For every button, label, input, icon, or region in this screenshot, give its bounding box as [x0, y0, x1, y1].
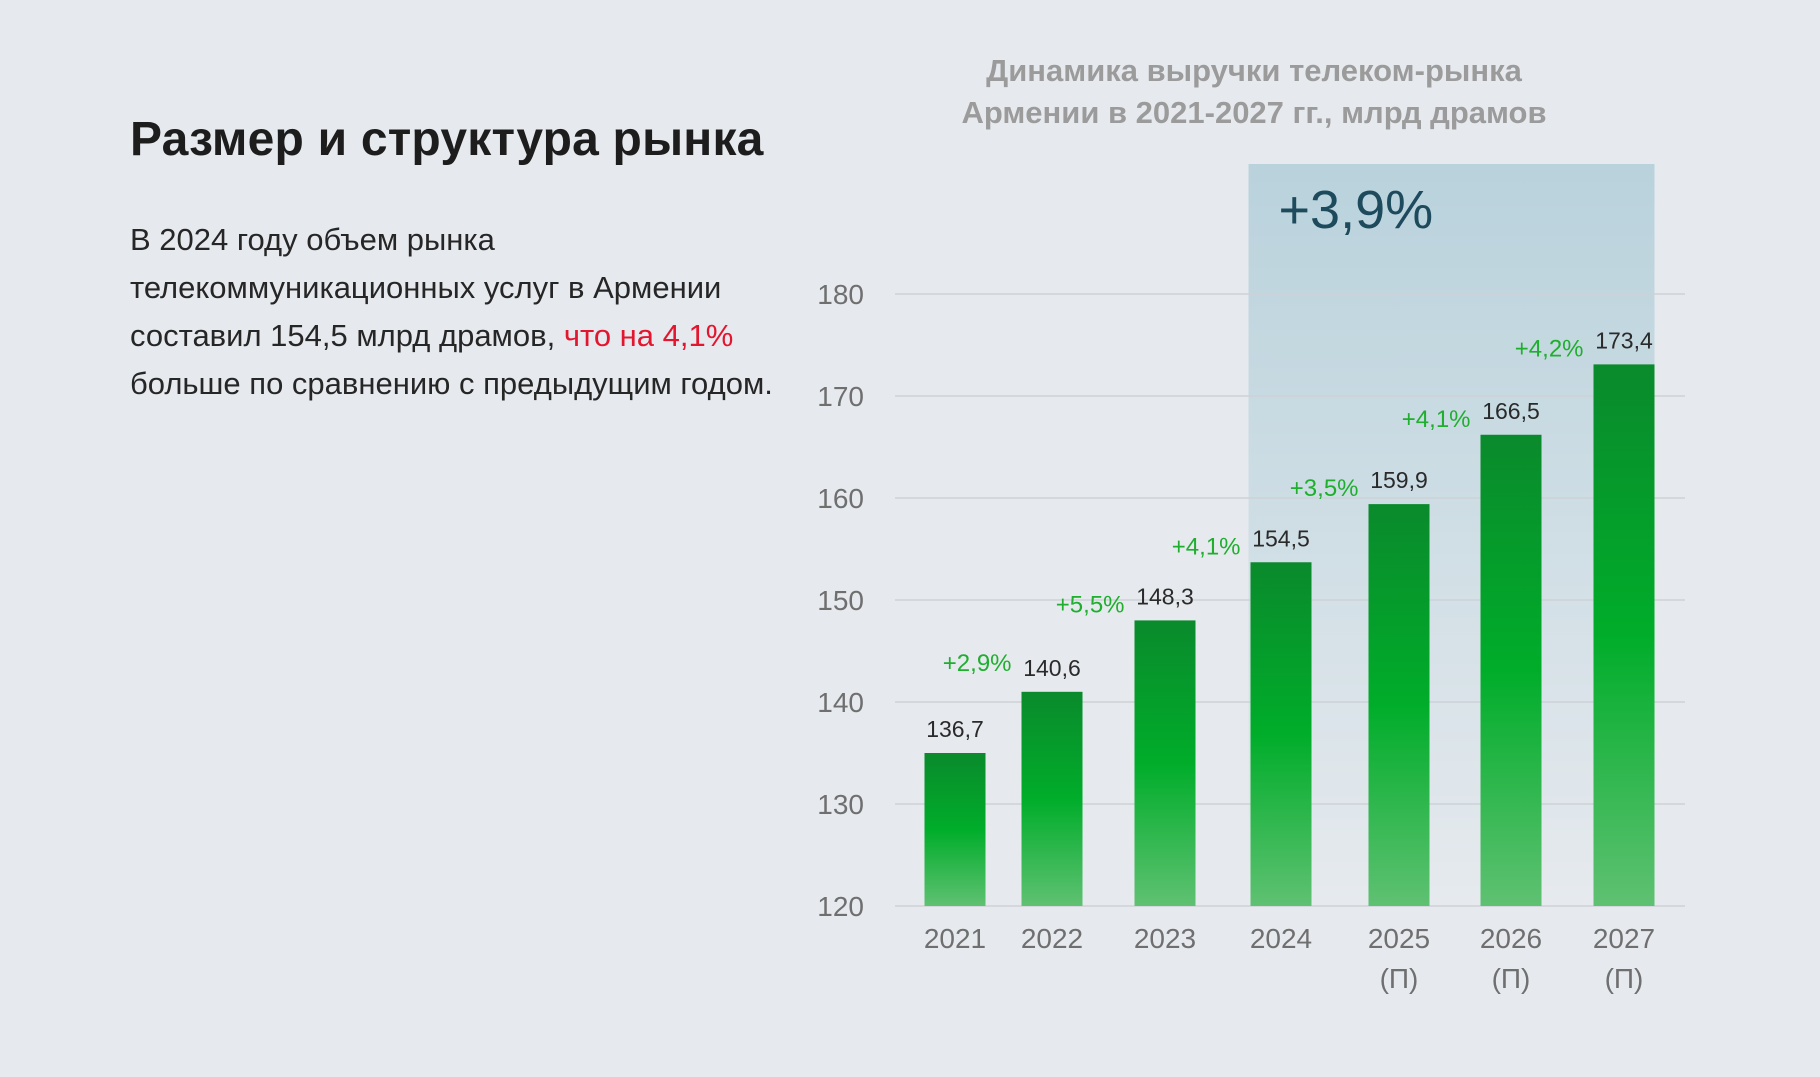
- description-highlight: что на 4,1%: [563, 318, 734, 353]
- value-label: 148,3: [1136, 583, 1194, 609]
- chart-title-line-1: Динамика выручки телеком-рынка: [986, 53, 1522, 88]
- y-tick-label: 120: [817, 891, 864, 922]
- x-category-label: 2022: [1021, 923, 1083, 954]
- description-text: В 2024 году объем рынка телекоммуникацио…: [130, 216, 790, 408]
- bar: [1593, 364, 1655, 906]
- x-category-label: (П): [1380, 963, 1419, 994]
- x-category-label: 2025: [1368, 923, 1430, 954]
- y-tick-label: 150: [817, 585, 864, 616]
- growth-label: +4,2%: [1515, 335, 1584, 362]
- description-text-end: больше по сравнению с предыдущим годом.: [130, 366, 773, 401]
- x-category-label: 2024: [1250, 923, 1312, 954]
- y-tick-label: 180: [817, 279, 864, 310]
- value-label: 154,5: [1252, 525, 1310, 551]
- value-label: 136,7: [926, 716, 984, 742]
- chart-title-line-2: Армении в 2021-2027 гг., млрд драмов: [961, 95, 1546, 130]
- y-tick-label: 140: [817, 687, 864, 718]
- value-label: 140,6: [1023, 655, 1081, 681]
- growth-label: +3,5%: [1290, 475, 1359, 502]
- x-category-label: (П): [1492, 963, 1531, 994]
- description-text-start: В 2024 году объем рынка телекоммуникацио…: [130, 222, 722, 353]
- bar: [1021, 691, 1083, 906]
- growth-label: +4,1%: [1172, 533, 1241, 560]
- x-category-label: (П): [1605, 963, 1644, 994]
- cagr-label: +3,9%: [1279, 180, 1434, 240]
- x-category-label: 2021: [924, 923, 986, 954]
- bar: [924, 753, 986, 906]
- bar: [1480, 434, 1542, 906]
- x-category-label: 2027: [1593, 923, 1655, 954]
- y-tick-label: 130: [817, 789, 864, 820]
- growth-label: +4,1%: [1402, 406, 1471, 433]
- y-tick-label: 160: [817, 483, 864, 514]
- bar: [1250, 562, 1312, 906]
- bar: [1368, 504, 1430, 906]
- value-label: 166,5: [1482, 398, 1540, 424]
- bar: [1134, 620, 1196, 906]
- growth-label: +2,9%: [943, 650, 1012, 677]
- y-tick-label: 170: [817, 381, 864, 412]
- value-label: 159,9: [1370, 467, 1428, 493]
- page-title: Размер и структура рынка: [130, 113, 764, 166]
- value-label: 173,4: [1595, 327, 1653, 353]
- growth-label: +5,5%: [1056, 591, 1125, 618]
- x-category-label: 2023: [1134, 923, 1196, 954]
- forecast-highlight-zone: [1248, 164, 1655, 906]
- x-category-label: 2026: [1480, 923, 1542, 954]
